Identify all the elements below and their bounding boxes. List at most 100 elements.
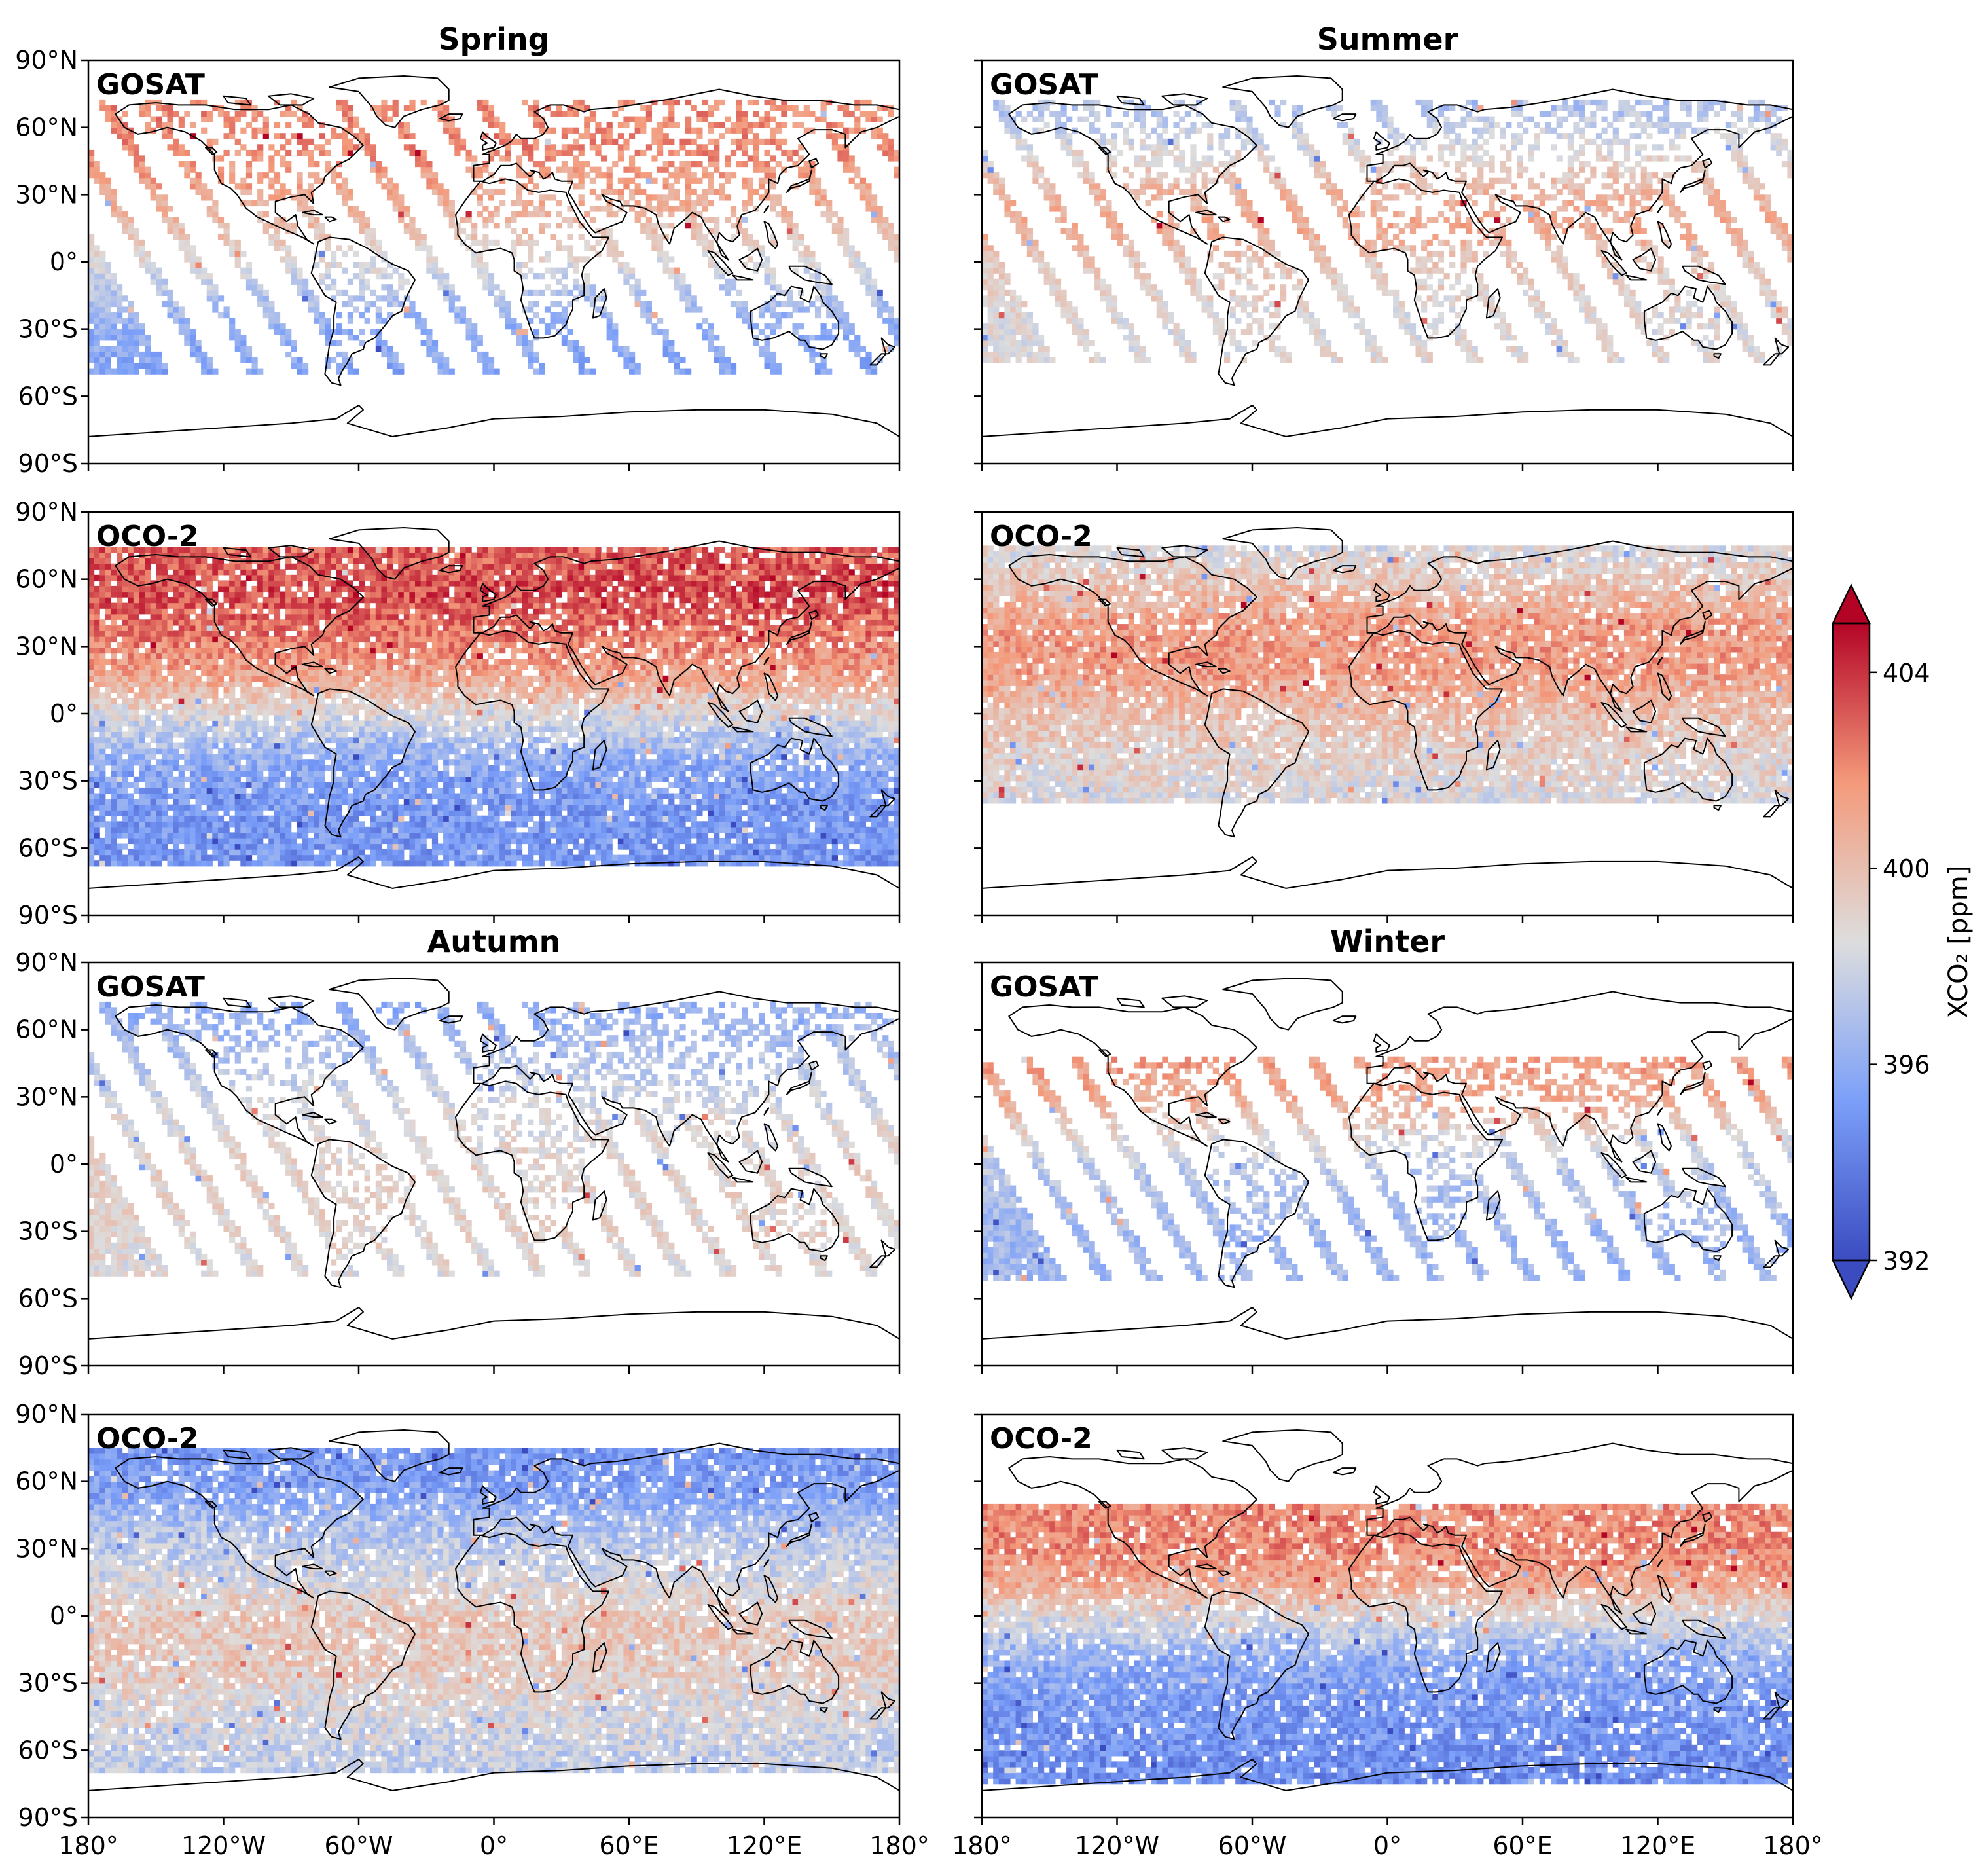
xco2-cell [1303,144,1309,151]
xco2-cell [595,144,602,151]
xco2-cell [1235,105,1242,111]
xco2-cell [589,166,596,173]
xco2-cell [629,284,636,291]
xco2-cell [1753,116,1760,122]
xco2-cell [167,133,173,139]
xco2-cell [274,234,281,240]
xco2-cell [645,312,652,319]
xco2-cell [1297,284,1303,291]
xco2-cell [1179,166,1185,173]
xco2-cell [1506,335,1512,341]
xco2-cell [1573,278,1580,285]
xco2-cell [1686,111,1692,117]
xco2-cell [122,340,128,346]
xco2-cell [223,860,230,867]
xco2-cell [1573,149,1580,156]
xco2-cell [1455,312,1461,319]
xco2-cell [1263,161,1270,168]
xco2-cell [1489,133,1495,139]
xco2-cell [1601,172,1608,179]
xco2-cell [1348,306,1354,313]
xco2-cell [854,183,861,190]
xco2-cell [167,122,173,128]
xco2-cell [685,183,692,190]
xco2-cell [888,346,894,352]
xco2-cell [409,312,416,319]
xco2-cell [1703,111,1709,117]
xco2-cell [1196,99,1202,106]
xco2-cell [982,284,988,291]
xco2-cell [257,295,264,302]
xco2-cell [1573,189,1580,195]
xco2-cell [747,99,753,106]
xco2-cell [1021,234,1028,240]
xco2-cell [556,149,562,156]
xco2-cell [370,262,376,268]
xco2-cell [993,312,1000,319]
xco2-cell [375,239,382,246]
xco2-cell [314,234,320,240]
xco2-cell [1759,289,1765,296]
xco2-cell [696,111,703,117]
xco2-cell [1680,306,1687,313]
xco2-cell [223,239,230,246]
xco2-cell [1190,351,1197,358]
xco2-cell [567,172,573,179]
xco2-cell [803,111,810,117]
xco2-cell [1742,239,1748,246]
xco2-cell [877,223,883,229]
xco2-cell [1134,116,1140,122]
xco2-cell [173,301,179,308]
xco2-cell [1562,351,1568,358]
xco2-cell [122,860,128,867]
xco2-cell [539,116,545,122]
xco2-cell [443,860,450,867]
xco2-cell [696,223,703,229]
xco2-cell [1601,127,1608,134]
xco2-cell [443,122,450,128]
xco2-cell [1280,273,1287,280]
xco2-cell [1201,306,1208,313]
xco2-cell [195,256,202,263]
xco2-cell [291,340,297,346]
xco2-cell [708,335,714,341]
xco2-cell [1612,189,1619,195]
xco2-cell [1567,105,1574,111]
xco2-cell [1398,239,1405,246]
xco2-cell [1049,284,1056,291]
xco2-cell [1156,138,1163,145]
coastline [750,285,840,350]
xco2-cell [1337,273,1343,280]
xco2-cell [1094,116,1101,122]
xco2-cell [1207,138,1214,145]
xco2-cell [105,301,111,308]
xco2-cell [882,217,889,223]
xco2-cell [189,245,196,251]
xco2-cell [173,149,179,156]
xco2-cell [820,363,827,369]
xco2-cell [1607,149,1614,156]
xco2-cell [1472,99,1478,106]
xco2-cell [1697,306,1703,313]
xco2-cell [229,329,236,335]
xco2-cell [1156,122,1163,128]
xco2-cell [753,335,759,341]
xco2-cell [758,194,765,201]
xco2-cell [482,368,489,375]
xco2-cell [1584,318,1591,324]
xco2-cell [1787,149,1793,156]
xco2-cell [826,329,833,335]
xco2-cell [865,284,872,291]
xco2-cell [550,312,556,319]
xco2-cell [482,99,489,106]
xco2-cell [1426,273,1433,280]
xco2-cell [556,200,562,207]
xco2-cell [1449,223,1456,229]
xco2-cell [820,189,827,195]
xco2-cell [747,177,753,184]
xco2-cell [347,278,353,285]
xco2-cell [477,250,483,257]
xco2-cell [308,301,314,308]
xco2-cell [1055,122,1062,128]
xco2-cell [1387,122,1394,128]
